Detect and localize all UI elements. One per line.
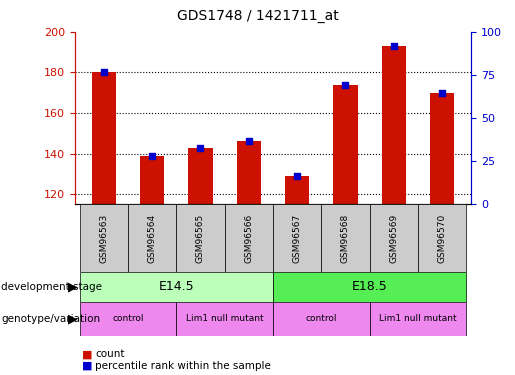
- Text: control: control: [305, 314, 337, 323]
- Bar: [128, 204, 176, 272]
- Bar: [79, 204, 128, 272]
- Text: Lim1 null mutant: Lim1 null mutant: [186, 314, 263, 323]
- Bar: [285, 176, 309, 204]
- Text: GSM96567: GSM96567: [293, 213, 302, 263]
- Text: GSM96564: GSM96564: [148, 214, 157, 262]
- Bar: [370, 302, 467, 336]
- Text: GSM96566: GSM96566: [244, 213, 253, 263]
- Bar: [273, 302, 370, 336]
- Text: GSM96563: GSM96563: [99, 213, 108, 263]
- Text: development stage: development stage: [1, 282, 102, 292]
- Bar: [321, 204, 370, 272]
- Bar: [176, 302, 273, 336]
- Bar: [273, 204, 321, 272]
- Text: control: control: [112, 314, 144, 323]
- Text: count: count: [95, 350, 125, 359]
- Bar: [382, 46, 406, 204]
- Text: GSM96569: GSM96569: [389, 213, 398, 263]
- Text: ▶: ▶: [68, 280, 78, 293]
- Text: ■: ■: [82, 361, 93, 370]
- Point: [341, 82, 350, 88]
- Text: GSM96568: GSM96568: [341, 213, 350, 263]
- Text: E18.5: E18.5: [352, 280, 388, 293]
- Point: [245, 138, 253, 144]
- Bar: [273, 272, 467, 302]
- Bar: [79, 302, 176, 336]
- Bar: [225, 204, 273, 272]
- Bar: [79, 272, 273, 302]
- Bar: [418, 204, 467, 272]
- Bar: [370, 204, 418, 272]
- Point: [196, 144, 204, 150]
- Bar: [237, 141, 261, 204]
- Point: [148, 153, 156, 159]
- Text: ■: ■: [82, 350, 93, 359]
- Bar: [333, 85, 357, 204]
- Text: GSM96570: GSM96570: [438, 213, 447, 263]
- Point: [99, 69, 108, 75]
- Text: genotype/variation: genotype/variation: [1, 314, 100, 324]
- Text: Lim1 null mutant: Lim1 null mutant: [379, 314, 457, 323]
- Text: E14.5: E14.5: [159, 280, 194, 293]
- Point: [293, 173, 301, 179]
- Point: [390, 43, 398, 49]
- Text: ▶: ▶: [68, 312, 78, 325]
- Bar: [92, 72, 116, 204]
- Text: GDS1748 / 1421711_at: GDS1748 / 1421711_at: [177, 9, 338, 23]
- Point: [438, 90, 447, 96]
- Bar: [140, 156, 164, 204]
- Bar: [176, 204, 225, 272]
- Bar: [188, 147, 213, 204]
- Text: percentile rank within the sample: percentile rank within the sample: [95, 361, 271, 370]
- Bar: [430, 93, 454, 204]
- Text: GSM96565: GSM96565: [196, 213, 205, 263]
